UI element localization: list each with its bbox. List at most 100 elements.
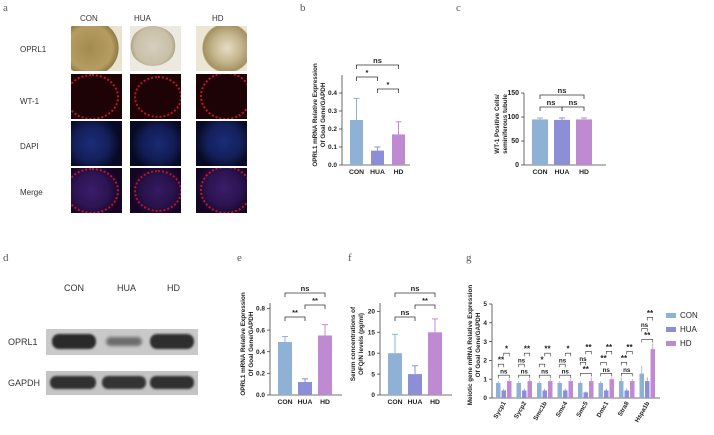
f-bar-con (388, 353, 402, 395)
g-ytick-label: 5 (483, 301, 487, 308)
f-xtick-label: HUA (408, 399, 423, 406)
g-bar-stra8-con (619, 381, 624, 398)
g-sig-label: ** (524, 345, 531, 354)
c-ytick-label: 150 (507, 90, 519, 97)
panel-letter-g: g (466, 252, 472, 264)
g-sig-label: ns (623, 367, 631, 374)
g-sig-label: ** (498, 356, 505, 365)
f-ytick-label: 15 (368, 329, 376, 336)
g-ylabel-line2: Of Goal Gene/GAPDH (475, 312, 482, 377)
c-bar-hd (576, 119, 592, 165)
e-ytick-label: 0.0 (256, 392, 265, 399)
panel-letter-e: e (237, 252, 242, 264)
e-ytick-label: 0.2 (256, 371, 265, 378)
e-xtick-label: HUA (298, 399, 313, 406)
micrograph-dapi-con (71, 121, 122, 166)
g-bar-dmc1-hua (604, 390, 609, 398)
legend-item-hua: HUA (666, 322, 712, 336)
g-sig-bracket (497, 374, 510, 379)
g-bar-dmc1-hd (609, 379, 614, 398)
g-ytick-label: 0 (483, 395, 487, 402)
c-sig-bracket (539, 94, 585, 99)
row-label-merge: Merge (20, 188, 43, 197)
e-ylabel-line1: OPRL1 mRNA Relative Expression (240, 292, 247, 396)
micrograph-dapi-hd (196, 121, 247, 166)
legend-swatch-hd (666, 340, 676, 346)
g-bar-hspa1b-con (639, 373, 644, 398)
b-sig-label: * (366, 68, 369, 77)
b-ylabel-line2: Of Goal Gene/GAPDH (320, 82, 327, 147)
legend-item-hd: HD (666, 336, 712, 350)
g-sig-bracket (559, 374, 572, 379)
f-sig-label: ns (401, 308, 410, 317)
f-sig-label: ** (422, 296, 428, 305)
e-sig-bracket (304, 304, 326, 309)
g-sig-bracket (641, 339, 654, 343)
e-ylabel: OPRL1 mRNA Relative ExpressionOf Goal Ge… (240, 292, 255, 396)
b-xtick-label: CON (349, 169, 364, 176)
g-bar-sycp1-con (496, 382, 501, 398)
g-sig-bracket (518, 363, 525, 368)
g-sig-bracket (538, 374, 551, 379)
g-sig-label: ** (600, 354, 607, 363)
c-xtick-label: CON (532, 169, 547, 176)
g-sig-bracket (579, 362, 587, 366)
e-ylabel-line2: Of Goal Gene/GAPDH (248, 311, 255, 376)
b-ytick-label: 0.4 (328, 90, 337, 97)
c-ytick-label: 100 (507, 114, 519, 121)
g-xtick-label: Hspa1b (634, 400, 652, 423)
g-sig-bracket (518, 374, 531, 379)
b-sig-label: ns (373, 56, 382, 65)
g-sig-bracket (538, 363, 546, 368)
g-xtick-label: Sycp1 (492, 400, 508, 420)
f-ylabel: Serum concentrations ofOFQ/N levels (pg/… (350, 306, 365, 381)
g-sig-bracket (523, 352, 531, 357)
e-ytick-label: 0.4 (256, 349, 265, 356)
blot-band-oprl1-con (52, 334, 96, 349)
c-sig-bracket (539, 106, 563, 111)
g-bar-sycp1-hd (507, 381, 512, 398)
col-label-hd: HD (212, 14, 224, 23)
g-bar-sycp2-hd (527, 381, 532, 398)
f-sig-bracket (394, 316, 416, 321)
e-sig-bracket (284, 316, 306, 321)
micrograph-merge-con (71, 168, 122, 213)
row-label-dapi: DAPI (20, 142, 39, 151)
b-sig-bracket (356, 64, 399, 69)
f-ylabel-line1: Serum concentrations of (350, 306, 357, 381)
panel-letter-d: d (3, 252, 9, 264)
f-bar-hd (428, 332, 442, 395)
g-sig-bracket (544, 352, 551, 357)
g-bar-stra8-hua (624, 390, 629, 398)
e-sig-label: ns (301, 284, 310, 293)
g-sig-label: ns (559, 358, 567, 365)
b-ytick-label: 0.0 (328, 162, 337, 169)
c-ylabel-line2: seminiferous tubule (502, 94, 509, 154)
g-sig-label: ns (500, 369, 508, 376)
g-bar-smc1b-hua (542, 390, 547, 398)
c-bar-hua (554, 119, 570, 165)
f-ytick-label: 20 (368, 309, 376, 316)
panel-letter-c: c (456, 2, 461, 14)
g-ytick-label: 2 (483, 358, 487, 365)
g-bar-sycp1-hua (501, 390, 506, 398)
b-ytick-label: 0.1 (328, 144, 337, 151)
legend-swatch-hua (666, 326, 676, 332)
c-ylabel: WT-1 Positive Cells/seminiferous tubule (494, 94, 509, 154)
c-ytick-label: 50 (511, 138, 519, 145)
micrograph-merge-hd (196, 168, 247, 213)
g-sig-label: ns (641, 322, 649, 329)
g-sig-label: ** (544, 345, 551, 354)
micrograph-dapi-hua (130, 121, 181, 166)
micrograph-oprl1-hd (196, 26, 247, 71)
legend-label-hd: HD (680, 338, 692, 348)
e-bar-hua (298, 382, 312, 395)
g-sig-label: * (505, 345, 509, 354)
f-bar-hua (408, 374, 422, 395)
c-ytick-label: 0 (515, 162, 519, 169)
g-bar-smc1b-con (537, 382, 542, 398)
e-xtick-label: CON (277, 399, 292, 406)
g-sig-label: ns (603, 367, 611, 374)
e-sig-bracket (284, 292, 326, 297)
g-sig-label: * (540, 356, 544, 365)
